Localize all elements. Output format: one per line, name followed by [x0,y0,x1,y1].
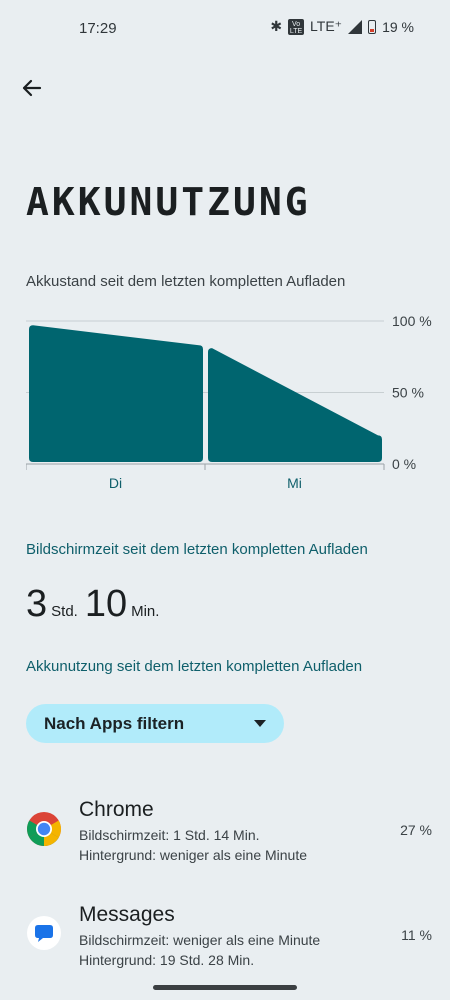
screen-time-hours-unit: Std. [51,603,78,620]
filter-label: Nach Apps filtern [44,713,185,733]
battery-level-chart: 100 % 50 % 0 % Di Mi [26,313,432,491]
chart-area-segment [29,325,203,462]
screen-time-hours: 3 [26,583,48,625]
network-type: LTE⁺ [310,18,343,34]
chart-y-tick: 100 % [392,313,432,329]
app-name: Messages [79,903,175,926]
chart-y-tick: 0 % [392,456,416,472]
volte-icon: Vo LTE [288,18,305,35]
app-battery-percent: 11 % [401,927,432,943]
app-background-time: Hintergrund: weniger als eine Minute [79,847,308,863]
battery-icon [368,19,377,34]
chart-area-segment [208,348,382,462]
page-title: AKKUNUTZUNG [26,180,311,224]
status-time: 17:29 [79,20,117,37]
status-icons: ✱ Vo LTE LTE⁺ 19 % [270,18,414,35]
chart-y-tick: 50 % [392,385,424,401]
bluetooth-icon: ✱ [270,18,283,34]
screen-time-value: 3 Std. 10 Min. [26,583,166,626]
status-bar: 17:29 ✱ Vo LTE LTE⁺ 19 % [0,0,450,56]
battery-level: 19 % [382,18,414,35]
chart-caption: Akkustand seit dem letzten kompletten Au… [26,273,346,290]
app-row-messages[interactable]: Messages Bildschirmzeit: weniger als ein… [0,903,450,983]
chart-x-label: Di [109,475,122,491]
chart-x-label: Mi [287,475,302,491]
filter-apps-dropdown[interactable]: Nach Apps filtern [26,704,284,743]
caret-down-icon [254,720,266,727]
messages-icon [27,916,61,950]
app-battery-percent: 27 % [400,822,432,838]
screen-time-minutes-unit: Min. [131,603,160,620]
app-screen-time: Bildschirmzeit: weniger als eine Minute [79,932,321,948]
chrome-icon [27,812,61,846]
app-background-time: Hintergrund: 19 Std. 28 Min. [79,952,255,968]
back-button[interactable] [18,74,46,102]
app-screen-time: Bildschirmzeit: 1 Std. 14 Min. [79,827,260,843]
signal-icon [348,19,363,34]
app-row-chrome[interactable]: Chrome Bildschirmzeit: 1 Std. 14 Min. Hi… [0,798,450,878]
home-indicator[interactable] [153,985,297,990]
app-name: Chrome [79,798,154,821]
screen-time-minutes: 10 [84,583,128,625]
arrow-left-icon [22,79,42,97]
screen-time-heading: Bildschirmzeit seit dem letzten komplett… [26,541,368,558]
usage-heading: Akkunutzung seit dem letzten kompletten … [26,658,363,675]
